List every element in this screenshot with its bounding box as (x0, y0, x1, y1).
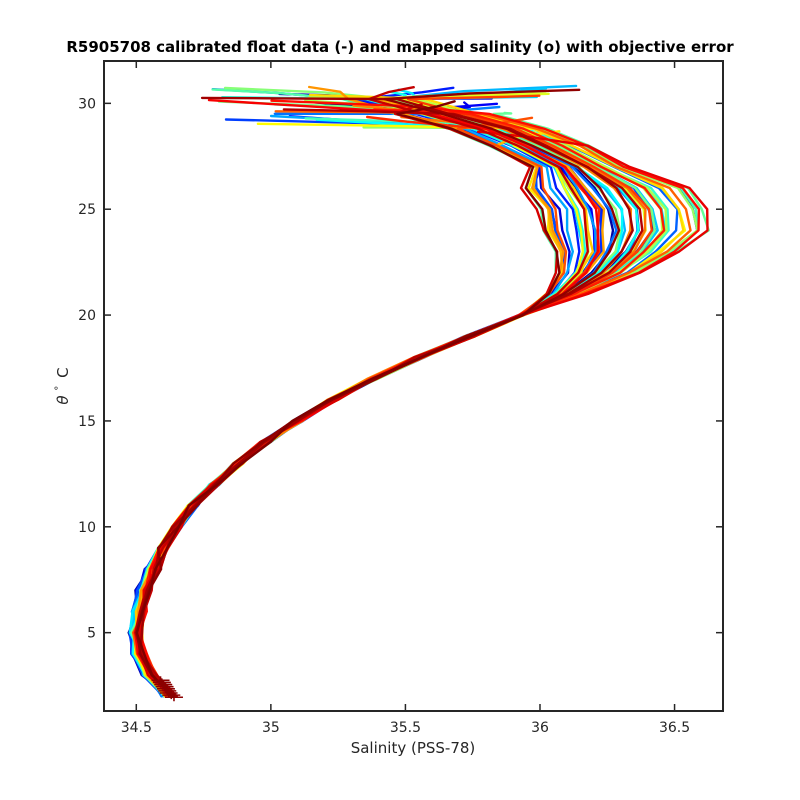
float-profile-line (130, 114, 574, 698)
float-profile-line (138, 96, 634, 698)
float-profile-line (130, 111, 710, 698)
float-profile-line (132, 116, 568, 698)
axis-ticks: 34.5 35 35.5 36 36.5 5 10 15 20 25 30 (78, 61, 723, 736)
axes-frame (103, 60, 724, 712)
float-profile-line (130, 107, 603, 698)
x-tick-label: 35 (262, 720, 280, 736)
y-axis-label-symbol: θ (54, 395, 72, 404)
mapped-salinity-marker (151, 676, 170, 685)
float-profile-line (134, 86, 622, 698)
float-profile-line (135, 108, 666, 698)
float-profile-line (137, 104, 633, 698)
float-profile-line (131, 97, 571, 698)
plot-area (127, 84, 710, 702)
float-profile-line (134, 126, 595, 698)
chart-title: R5905708 calibrated float data (-) and m… (66, 38, 734, 56)
y-axis-label: θ ° C (48, 367, 72, 404)
y-tick-label: 30 (78, 96, 96, 112)
x-tick-label: 36 (531, 720, 549, 736)
float-profile-line (133, 92, 590, 698)
float-profile-line (136, 120, 597, 698)
svg-text:θ ° C: θ ° C (48, 367, 72, 404)
y-tick-label: 15 (78, 414, 96, 430)
y-tick-label: 5 (87, 626, 96, 642)
x-tick-label: 34.5 (121, 720, 152, 736)
float-profile-line (133, 130, 563, 698)
float-profile-line (131, 127, 640, 698)
float-profile-line (138, 103, 559, 698)
float-profile-line (134, 108, 644, 698)
x-axis-label: Salinity (PSS-78) (351, 739, 476, 757)
x-tick-label: 36.5 (659, 720, 690, 736)
y-tick-label: 20 (78, 308, 96, 324)
float-profile-line (134, 86, 581, 698)
float-profile-line (136, 95, 585, 698)
float-profile-line (135, 88, 621, 698)
float-profile-line (138, 86, 589, 698)
float-profile-line (133, 115, 601, 698)
float-profile-line (135, 100, 561, 698)
float-profile-line (135, 128, 565, 698)
float-profile-line (135, 131, 585, 698)
y-tick-label: 10 (78, 520, 96, 536)
float-profile-line (130, 115, 566, 698)
float-profile-line (129, 84, 627, 698)
x-tick-label: 35.5 (390, 720, 421, 736)
float-profile-line (132, 96, 587, 698)
y-axis-label-unit: C (54, 367, 72, 377)
y-tick-label: 25 (78, 202, 96, 218)
